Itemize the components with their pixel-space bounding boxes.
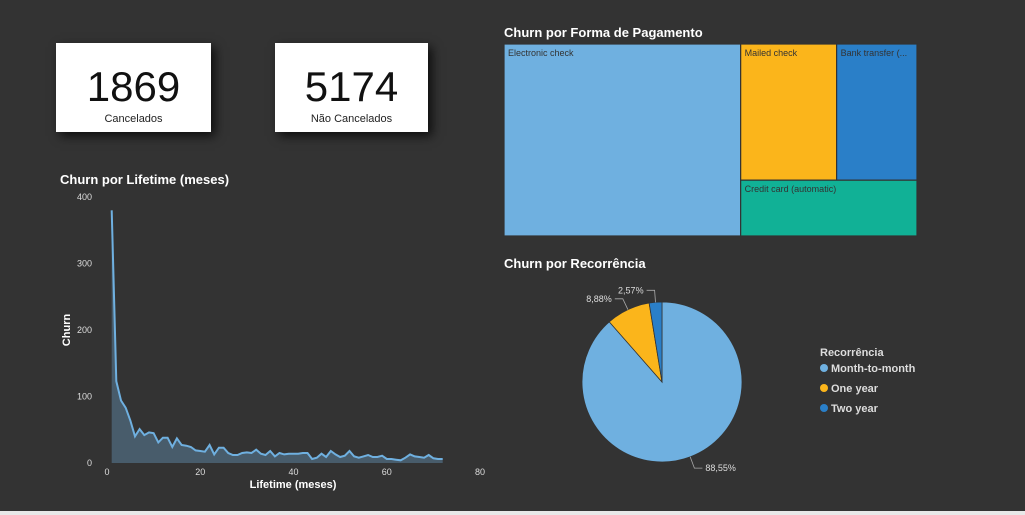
x-tick-label: 20 xyxy=(195,467,205,477)
pie-leader-line xyxy=(689,456,703,469)
x-tick-label: 0 xyxy=(104,467,109,477)
x-tick-label: 60 xyxy=(382,467,392,477)
lifetime-chart: 0 20 40 60 80 0 100 200 300 400 Lifetime (meses)… xyxy=(61,192,485,491)
pie-leader-line xyxy=(646,289,656,303)
kpi-value-cancelados: 1869 xyxy=(86,63,181,110)
y-tick-label: 200 xyxy=(77,325,92,335)
pie-label-two-year: 2,57% xyxy=(618,285,644,295)
y-tick-label: 400 xyxy=(77,192,92,202)
treemap-cell-bank-transfer[interactable] xyxy=(836,43,918,181)
legend-item-month-to-month: Month-to-month xyxy=(820,363,915,375)
kpi-label-nao-cancelados: Não Cancelados xyxy=(310,113,393,125)
lifetime-xlabel: Lifetime (meses) xyxy=(250,479,337,491)
legend-dot-two-year xyxy=(820,404,828,413)
y-tick-label: 300 xyxy=(77,259,92,269)
y-tick-label: 0 xyxy=(87,458,92,468)
kpi-card-cancelados: 1869 Cancelados xyxy=(56,43,211,132)
x-tick-label: 80 xyxy=(475,467,485,477)
pie-legend-title: Recorrência xyxy=(820,347,884,359)
kpi-card-nao-cancelados: 5174 Não Cancelados xyxy=(275,43,428,132)
legend-item-two-year: Two year xyxy=(820,403,878,415)
treemap-title: Churn por Forma de Pagamento xyxy=(504,25,703,40)
lifetime-line xyxy=(110,210,443,462)
payment-treemap: Electronic check Mailed check Bank transfe… xyxy=(503,43,918,237)
y-tick-label: 100 xyxy=(77,392,92,402)
pie-title: Churn por Recorrência xyxy=(504,256,646,271)
kpi-label-cancelados: Cancelados xyxy=(104,113,163,125)
treemap-cell-electronic-check[interactable] xyxy=(503,43,742,237)
treemap-cell-label: Mailed check xyxy=(745,48,798,58)
treemap-cell-label: Electronic check xyxy=(508,48,574,58)
treemap-cell-credit-card[interactable] xyxy=(740,179,918,237)
treemap-cell-label: Bank transfer (... xyxy=(841,48,908,58)
pie-leader-line xyxy=(614,298,629,310)
legend-item-one-year: One year xyxy=(820,383,878,395)
pie-label-month-to-month: 88,55% xyxy=(705,463,736,473)
lifetime-area xyxy=(111,210,443,463)
legend-dot-one-year xyxy=(820,384,828,393)
recurrence-pie: 88,55% 8,88% 2,57% xyxy=(581,285,743,473)
pie-label-one-year: 8,88% xyxy=(586,294,612,304)
lifetime-ylabel: Churn xyxy=(61,314,73,347)
legend-dot-month-to-month xyxy=(820,364,828,373)
treemap-cell-mailed-check[interactable] xyxy=(740,43,838,181)
bottom-strip xyxy=(0,511,1025,515)
x-tick-label: 40 xyxy=(288,467,298,477)
lifetime-chart-title: Churn por Lifetime (meses) xyxy=(60,172,230,187)
kpi-value-nao-cancelados: 5174 xyxy=(304,63,399,110)
treemap-cell-label: Credit card (automatic) xyxy=(745,184,837,194)
